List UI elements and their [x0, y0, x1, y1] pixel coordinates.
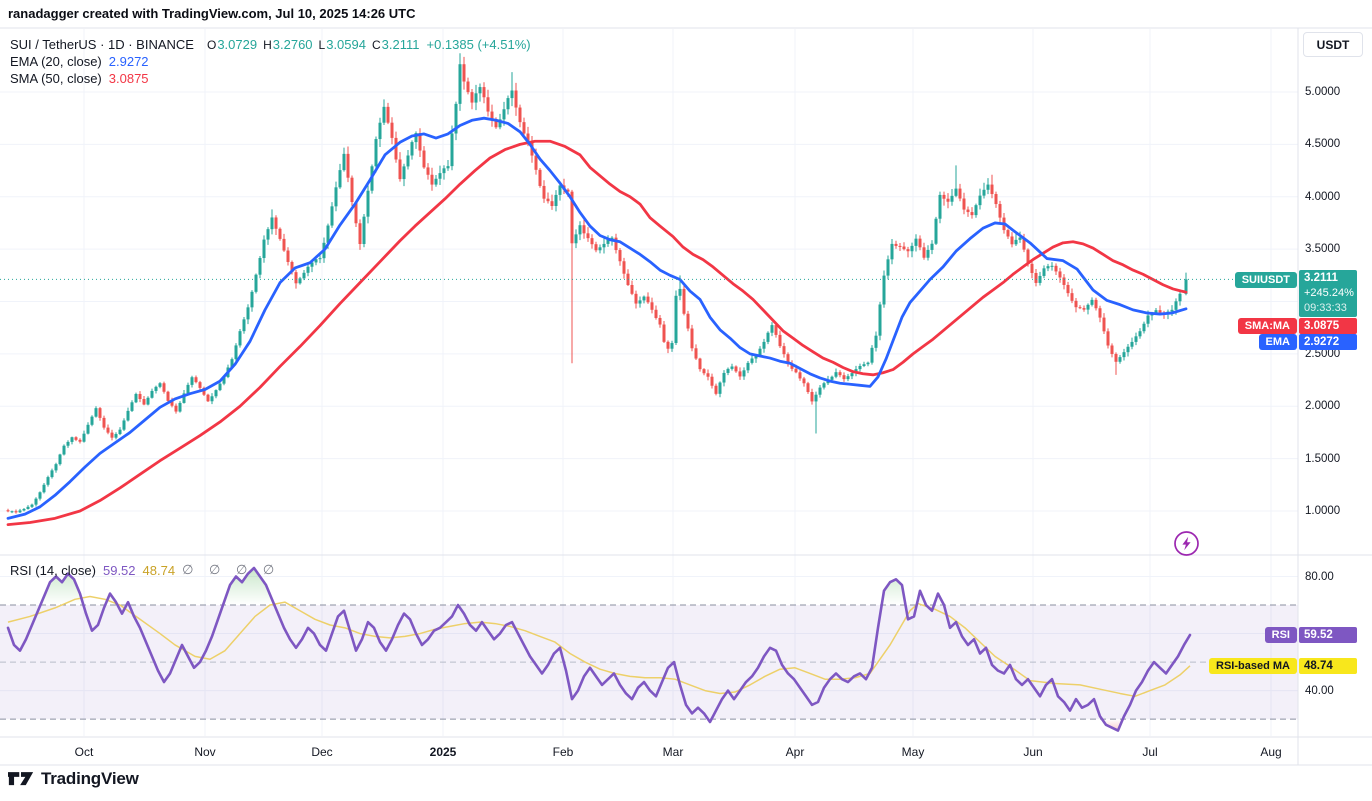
- change-value: +0.1385 (+4.51%): [426, 36, 531, 52]
- tradingview-logo-icon: [8, 772, 34, 786]
- ohlc-key: O: [206, 37, 217, 52]
- sma-price-tag: SMA:MA: [1237, 318, 1297, 334]
- price-tick-label: 4.5000: [1305, 138, 1341, 151]
- time-axis-label: Aug: [1260, 745, 1282, 759]
- sma-indicator-value: 3.0875: [108, 70, 149, 86]
- rsi-value-tag: RSI: [1264, 627, 1297, 643]
- rsi-ma-indicator-value: 48.74: [142, 562, 176, 578]
- price-tick-label: 2.5000: [1305, 347, 1341, 360]
- symbol-legend-row[interactable]: SUI / TetherUS · 1D · BINANCE O3.0729 H3.…: [10, 36, 531, 52]
- symbol-price-tag: SUIUSDT: [1234, 272, 1297, 288]
- rsi-tick-label: 40.00: [1305, 684, 1334, 697]
- time-axis-label: May: [901, 745, 925, 759]
- rsi-ma-value-tag: RSI-based MA: [1209, 658, 1297, 674]
- rsi-legend-row[interactable]: RSI (14, close) 59.52 48.74 ∅ ∅ ∅ ∅: [10, 562, 280, 578]
- time-axis-label: Feb: [552, 745, 574, 759]
- ohlc-value: 3.2111: [381, 36, 420, 52]
- time-axis-label: Nov: [194, 745, 216, 759]
- last-price-axis-badge: 3.2111 +245.24% 09:33:33: [1299, 270, 1357, 317]
- ohlc-key: C: [371, 37, 381, 52]
- price-tick-label: 1.5000: [1305, 452, 1341, 465]
- last-price-value: 3.2111: [1304, 272, 1338, 284]
- ema-legend-row[interactable]: EMA (20, close) 2.9272: [10, 53, 531, 69]
- instant-trading-button[interactable]: [1173, 530, 1200, 557]
- time-axis-label: Mar: [662, 745, 684, 759]
- rsi-indicator-value: 59.52: [102, 562, 136, 578]
- rsi-legend: RSI (14, close) 59.52 48.74 ∅ ∅ ∅ ∅: [10, 562, 280, 579]
- ohlc-value: 3.0729: [217, 36, 258, 52]
- price-tick-label: 2.0000: [1305, 400, 1341, 413]
- footer-brand[interactable]: TradingView: [8, 769, 139, 789]
- lightning-icon: [1182, 536, 1191, 551]
- ohlc-value: 3.0594: [326, 36, 366, 52]
- sma-legend-row[interactable]: SMA (50, close) 3.0875: [10, 70, 531, 86]
- sma-axis-badge: 3.0875: [1299, 318, 1357, 334]
- bar-countdown: 09:33:33: [1304, 302, 1347, 314]
- ema-indicator-name[interactable]: EMA (20, close): [10, 53, 102, 69]
- main-chart-legend: SUI / TetherUS · 1D · BINANCE O3.0729 H3.…: [10, 36, 531, 87]
- change-percent-value: +245.24%: [1304, 287, 1354, 299]
- ohlc-value: 3.2760: [272, 36, 313, 52]
- price-tick-label: 5.0000: [1305, 86, 1341, 98]
- brand-name: TradingView: [41, 769, 139, 788]
- ohlc-values: O3.0729 H3.2760 L3.0594 C3.2111: [201, 37, 420, 52]
- currency-unit-button[interactable]: USDT: [1303, 32, 1363, 57]
- price-tick-label: 4.0000: [1305, 190, 1341, 203]
- price-tick-label: 3.5000: [1305, 243, 1341, 256]
- time-axis-label: Jun: [1023, 745, 1043, 759]
- time-axis-label: Apr: [785, 745, 805, 759]
- time-axis-label: 2025: [429, 745, 457, 759]
- ema-indicator-value: 2.9272: [108, 53, 149, 69]
- ema-axis-badge: 2.9272: [1299, 334, 1357, 350]
- time-axis-label: Oct: [74, 745, 94, 759]
- time-axis-label: Jul: [1142, 745, 1158, 759]
- rsi-ma-axis-badge: 48.74: [1299, 658, 1357, 674]
- sma-indicator-name[interactable]: SMA (50, close): [10, 70, 102, 86]
- rsi-empty-values: ∅ ∅ ∅ ∅: [182, 562, 281, 577]
- rsi-axis-badge: 59.52: [1299, 627, 1357, 643]
- ohlc-key: H: [263, 37, 272, 52]
- time-axis-label: Dec: [311, 745, 333, 759]
- ohlc-key: L: [318, 37, 326, 52]
- header-title: ranadagger created with TradingView.com,…: [8, 6, 416, 21]
- ema-price-tag: EMA: [1258, 334, 1297, 350]
- rsi-tick-label: 80.00: [1305, 570, 1334, 583]
- rsi-indicator-name[interactable]: RSI (14, close): [10, 562, 96, 578]
- symbol-name[interactable]: SUI / TetherUS · 1D · BINANCE: [10, 36, 194, 52]
- price-tick-label: 1.0000: [1305, 505, 1341, 517]
